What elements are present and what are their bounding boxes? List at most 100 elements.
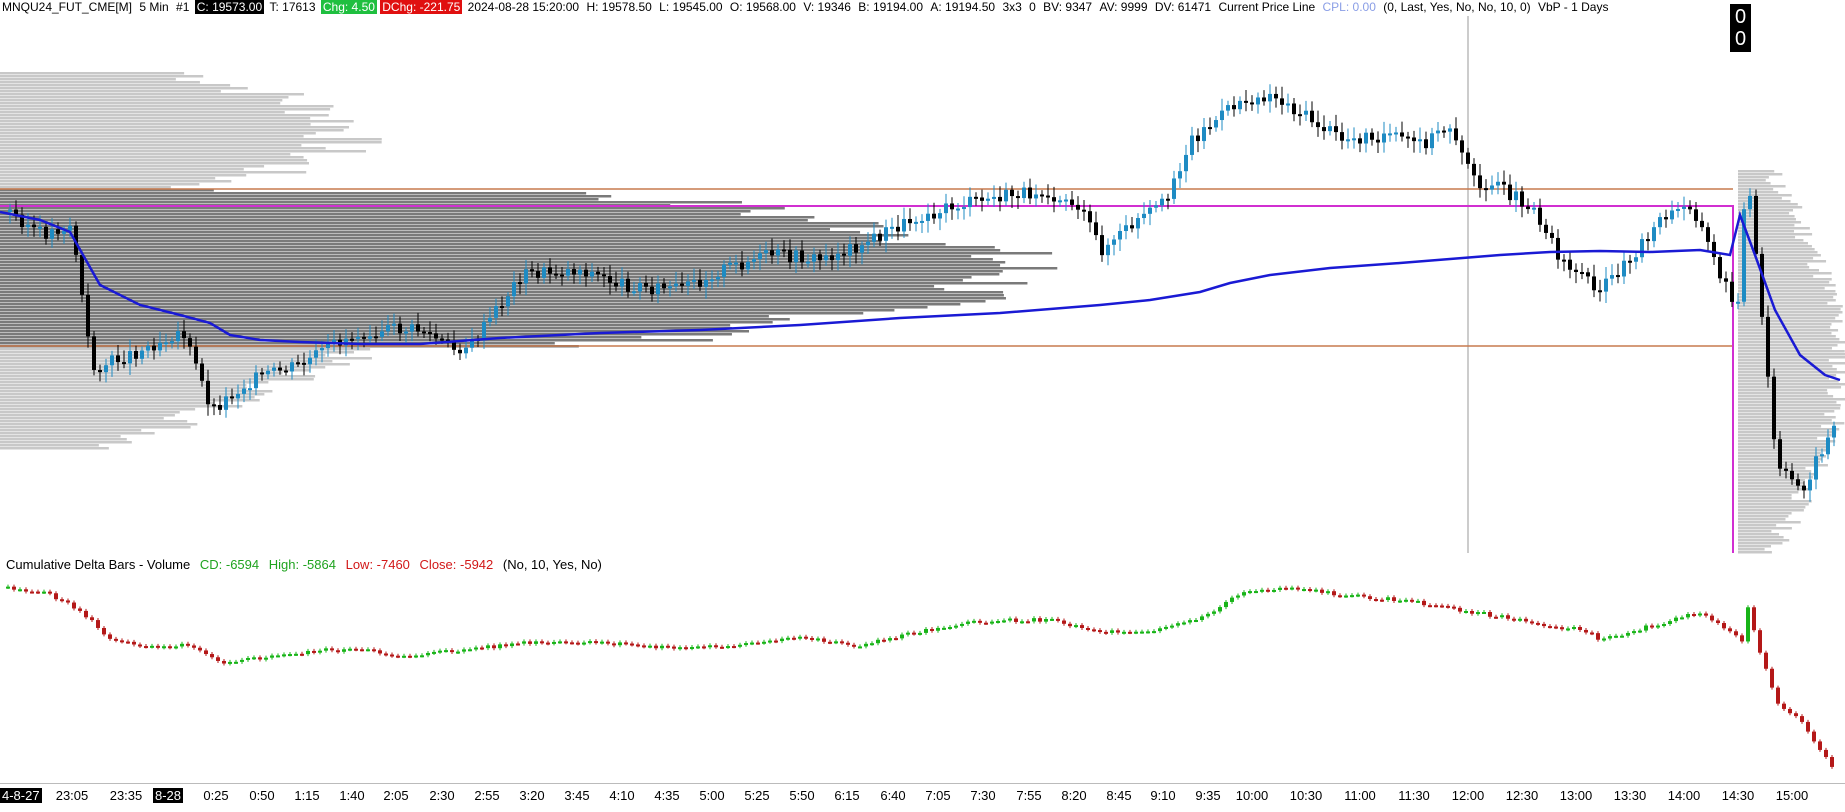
volume-profile-bar [1738,473,1817,476]
delta-bar [1308,589,1312,592]
volume-profile-bar [1738,329,1839,332]
study-header[interactable]: Cumulative Delta Bars - Volume CD: -6594… [6,557,608,572]
price-chart[interactable] [0,16,1845,556]
time-axis[interactable]: 4-8-27 23:05 23:35 8-28 0:25 0:50 1:15 1:40 2:05… [0,783,1845,812]
delta-bar [1776,687,1780,704]
point-of-control-line [0,205,1734,553]
volume-profile-bar [1738,419,1832,422]
volume-profile-bar [0,339,713,342]
time-axis-label: 0:25 [203,788,229,803]
delta-bar [846,642,850,645]
candle-body [962,207,966,210]
ticks-value: T: 17613 [269,0,316,14]
volume-profile-bar [1738,545,1772,548]
candle-body [1400,132,1404,137]
delta-bar [18,589,22,592]
volume-profile-bar [0,159,308,162]
cumulative-delta-chart[interactable] [0,575,1845,783]
volume-profile-bar [0,378,314,381]
delta-bar [1374,599,1378,602]
current-price-line-title[interactable]: Current Price Line [1218,0,1316,14]
current-price-line-params: (0, Last, Yes, No, No, 10, 0) [1383,0,1531,14]
volume-profile-bar [0,249,1001,252]
candle-body [1172,178,1176,199]
volume-profile-bar [0,405,243,408]
delta-bar [252,657,256,660]
candle-body [632,291,636,294]
candle-body [1352,138,1356,141]
delta-bar [1434,605,1438,608]
volume-profile-bar [1738,296,1834,299]
candle-body [116,355,120,363]
candle-body [890,226,894,229]
candle-body [1226,105,1230,111]
volume-profile-bar [1738,464,1828,467]
delta-bar [474,647,478,650]
candle-body [20,214,24,228]
delta-bar [1416,600,1420,603]
time-axis-label: 11:00 [1344,788,1376,803]
candle-body [440,338,444,341]
delta-bar [306,650,310,655]
candle-body [1376,139,1380,143]
candle-body [980,197,984,201]
delta-bar [594,641,598,644]
delta-bar [420,655,424,658]
delta-bar [6,586,10,589]
delta-bar [1500,615,1504,618]
delta-bar [834,641,838,644]
time-axis-label: 1:40 [339,788,365,803]
candle-body [1532,207,1536,210]
delta-bar [960,623,964,626]
symbol-label[interactable]: MNQU24_FUT_CME[M] [2,0,133,14]
volume-profile-bar [0,183,200,186]
volume-profile-bar [0,144,302,147]
candle-body [1340,132,1344,141]
delta-bar [1296,587,1300,590]
delta-bar [618,642,622,646]
time-axis-label: 12:30 [1505,788,1539,803]
interval-label[interactable]: 5 Min [139,0,169,14]
candle-body [1088,211,1092,223]
delta-bar [1032,618,1036,622]
volume-profile-bar [1738,305,1843,308]
volume-profile-bar [1738,506,1806,509]
delta-bar [1062,620,1066,624]
volume-profile-bar [0,411,180,414]
delta-bar [930,628,934,631]
candle-body [1148,207,1152,214]
delta-bar [1764,652,1768,669]
volume-profile-bar [0,342,555,345]
volume-profile-bar [1738,293,1837,296]
delta-bar [510,643,514,647]
volume-profile-bar [1738,515,1789,518]
candle-body [1466,152,1470,164]
volume-profile-bar [0,354,326,357]
volume-profile-bar [0,330,750,333]
volume-by-price-label[interactable]: VbP - 1 Days [1538,0,1609,14]
delta-bar [738,644,742,647]
volume-profile-bar [0,81,200,84]
candle-body [362,336,366,339]
volume-profile-bar [0,399,260,402]
volume-profile-bar [1738,542,1783,545]
volume-profile-bar [0,420,188,423]
delta-bar [876,639,880,644]
delta-bar [1332,591,1336,596]
volume-profile-bar [1738,218,1796,221]
volume-profile-bar [1738,503,1809,506]
time-axis-label: 7:30 [970,788,996,803]
candle-body [1550,232,1554,238]
volume-profile-bar [1738,356,1845,359]
delta-bar [1326,591,1330,594]
study-name[interactable]: Cumulative Delta Bars - Volume [6,557,191,572]
delta-bar [714,645,718,648]
delta-bar [264,657,268,660]
volume-profile-bar [0,273,1000,276]
candle-body [1052,197,1056,202]
delta-bar [1086,627,1090,630]
volume-profile-bar [0,444,99,447]
delta-bar [1344,595,1348,598]
delta-bar [1020,621,1024,624]
candle-body [1526,206,1530,210]
